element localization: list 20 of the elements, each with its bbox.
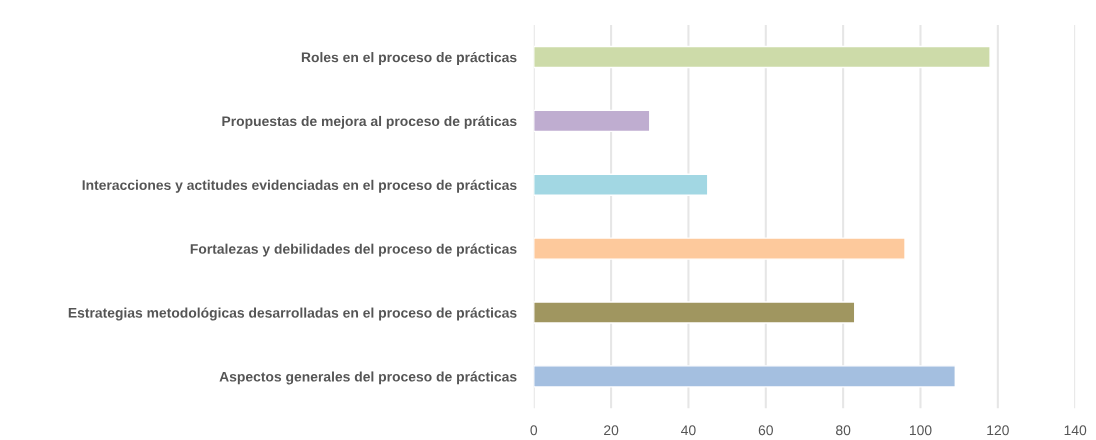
- bar: [533, 301, 856, 324]
- y-tick-label: Fortalezas y debilidades del proceso de prácticas: [190, 243, 517, 257]
- x-tick-label: 40: [681, 425, 696, 436]
- y-tick-label: Roles en el proceso de prácticas: [301, 51, 517, 65]
- bar: [533, 45, 991, 69]
- bar: [533, 365, 956, 388]
- bar: [533, 237, 906, 260]
- bar: [533, 173, 709, 196]
- x-tick-label: 20: [604, 425, 619, 436]
- x-tick-label: 140: [1064, 425, 1087, 436]
- y-tick-label: Interacciones y actitudes evidenciadas en el proceso de prácticas: [82, 179, 517, 193]
- x-tick-label: 120: [987, 425, 1009, 436]
- x-tick-label: 80: [836, 425, 851, 436]
- bar: [533, 109, 651, 133]
- x-tick-label: 0: [530, 425, 538, 436]
- y-tick-label: Estrategias metodológicas desarrolladas en el proceso de prácticas: [68, 307, 517, 321]
- x-tick-label: 60: [758, 425, 773, 436]
- y-tick-label: Aspectos generales del proceso de prácticas: [219, 371, 517, 385]
- x-tick-label: 100: [909, 425, 932, 436]
- y-tick-label: Propuestas de mejora al proceso de práticas: [222, 115, 517, 129]
